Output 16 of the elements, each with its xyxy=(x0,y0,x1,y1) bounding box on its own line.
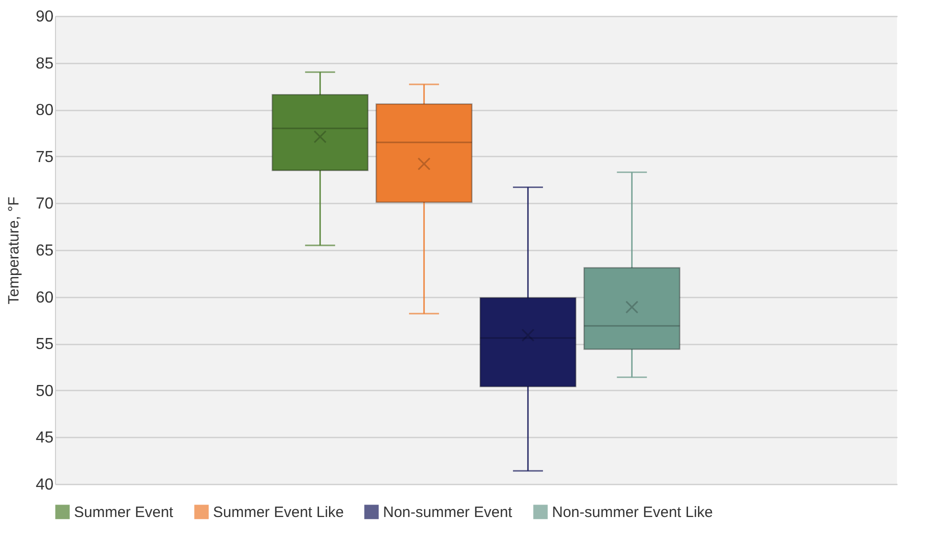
y-axis-title: Temperature, °F xyxy=(6,196,23,304)
y-tick-label: 65 xyxy=(36,242,54,260)
y-tick-label: 70 xyxy=(36,196,54,213)
y-tick-label: 90 xyxy=(36,8,54,26)
legend-label: Summer Event xyxy=(74,504,174,521)
legend-label: Non-summer Event Like xyxy=(552,504,713,521)
y-tick-label: 45 xyxy=(36,430,54,447)
y-tick-label: 60 xyxy=(36,289,54,306)
y-tick-label: 85 xyxy=(36,55,54,72)
y-tick-label: 55 xyxy=(36,336,54,354)
legend-label: Summer Event Like xyxy=(213,504,344,521)
y-tick-label: 50 xyxy=(36,382,54,400)
y-tick-label: 75 xyxy=(36,148,54,166)
legend-label: Non-summer Event xyxy=(383,504,514,521)
y-tick-label: 40 xyxy=(36,476,54,494)
y-tick-label: 80 xyxy=(36,102,54,120)
